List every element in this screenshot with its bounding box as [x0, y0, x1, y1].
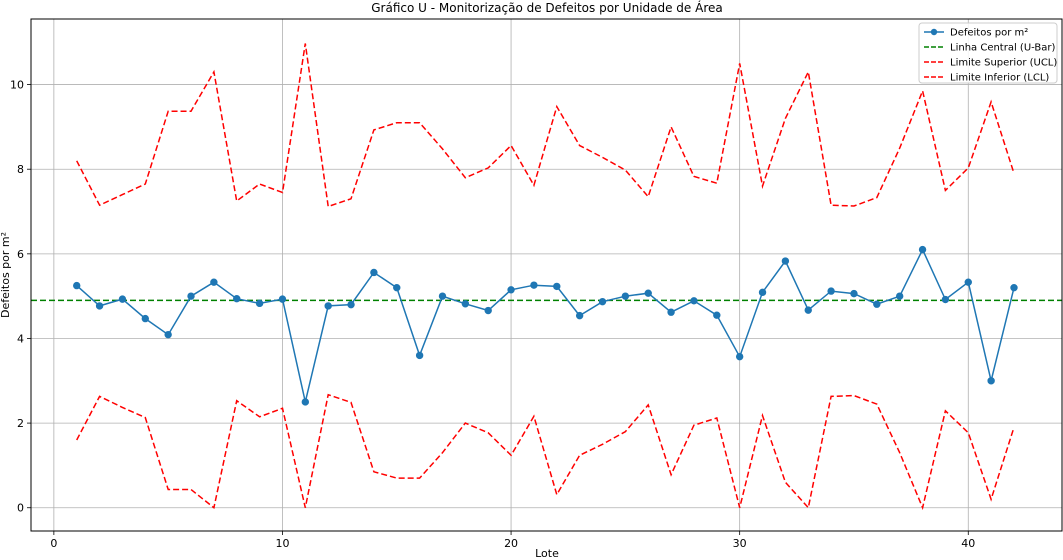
data-point [713, 311, 721, 319]
data-point [873, 300, 881, 308]
y-ticks: 0 2 4 6 8 10 [10, 79, 31, 515]
data-point [187, 292, 195, 300]
data-point [621, 292, 630, 300]
data-point [781, 257, 790, 265]
series-line-2 [76, 43, 1015, 208]
data-point [850, 289, 858, 298]
legend-label: Defeitos por m² [950, 28, 1028, 39]
data-point [758, 288, 767, 297]
x-tick-label: 30 [733, 537, 747, 550]
y-tick-label: 0 [17, 502, 24, 515]
series-layer [31, 43, 1062, 511]
x-ticks: 0 10 20 30 40 [50, 531, 975, 550]
data-point [95, 302, 104, 310]
x-tick-label: 20 [504, 537, 518, 550]
chart-title: Gráfico U - Monitorização de Defeitos po… [371, 0, 723, 15]
legend: Defeitos por m² Linha Central (U-Bar) Limi… [918, 22, 1058, 84]
data-point [598, 297, 607, 306]
y-tick-label: 8 [17, 163, 24, 176]
data-point [255, 299, 264, 308]
y-tick-label: 4 [17, 332, 24, 345]
grid [31, 19, 1062, 531]
data-point [118, 295, 127, 303]
data-point [278, 295, 287, 303]
legend-box [918, 22, 1058, 84]
data-point [941, 295, 950, 304]
data-point [164, 330, 172, 339]
data-point [301, 398, 310, 406]
data-point [438, 292, 447, 300]
data-point [1010, 283, 1018, 292]
x-tick-label: 10 [275, 537, 289, 550]
series-line-0 [76, 247, 1015, 403]
data-point [530, 281, 538, 289]
legend-label: Limite Superior (UCL) [950, 58, 1057, 69]
y-tick-label: 10 [10, 79, 24, 92]
data-point [644, 289, 652, 297]
data-point [507, 286, 515, 294]
legend-marker [930, 28, 938, 36]
data-point [804, 306, 812, 314]
x-tick-label: 0 [50, 537, 57, 550]
data-point [918, 245, 927, 254]
data-point [415, 351, 424, 360]
data-point [347, 300, 355, 309]
y-tick-label: 2 [17, 417, 24, 430]
data-point [690, 297, 698, 305]
data-point [667, 308, 675, 316]
data-point [575, 311, 584, 320]
x-axis-label: Lote [535, 547, 559, 560]
data-point [964, 278, 972, 286]
data-point [324, 302, 332, 310]
data-point [484, 306, 492, 315]
series-line-3 [76, 393, 1015, 511]
plot-frame [30, 18, 1063, 532]
data-point [210, 278, 218, 286]
data-point [895, 292, 904, 300]
data-point [73, 281, 81, 290]
data-point [735, 352, 744, 361]
data-point [393, 283, 401, 292]
data-point [141, 314, 150, 323]
legend-label: Limite Inferior (LCL) [950, 73, 1049, 84]
legend-label: Linha Central (U-Bar) [950, 43, 1055, 54]
data-point [553, 282, 561, 291]
x-tick-label: 40 [961, 537, 975, 550]
y-axis-label: Defeitos por m² [0, 232, 12, 318]
data-point [233, 294, 241, 303]
data-point [461, 300, 470, 308]
y-tick-label: 6 [17, 248, 24, 261]
data-point [370, 268, 378, 277]
data-point [987, 377, 995, 385]
data-point [827, 287, 835, 295]
